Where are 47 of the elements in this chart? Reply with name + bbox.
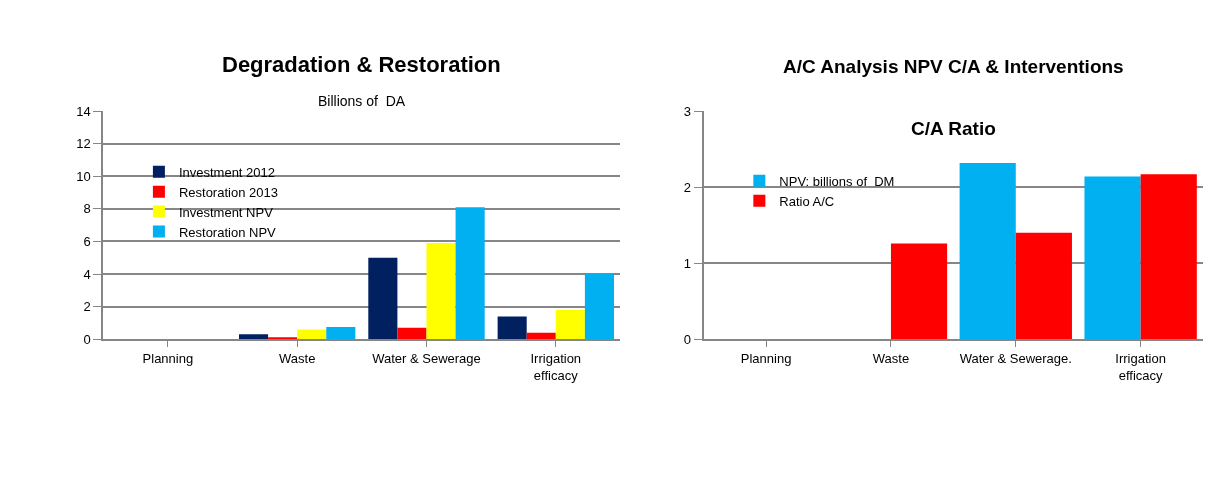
bar [1015, 232, 1072, 340]
bar [555, 309, 585, 340]
legend-label: NPV: billions of DM [779, 173, 895, 189]
chart-subtitle: Billions of DA [318, 93, 406, 109]
x-tick-label: Irrigation efficacy [530, 350, 582, 383]
bar [455, 207, 485, 340]
bar [297, 329, 327, 340]
y-tick-label: 4 [83, 266, 91, 282]
y-tick-label: 0 [83, 331, 91, 347]
x-tick-label: Irrigation efficacy [1115, 350, 1166, 383]
y-tick-label: 0 [683, 331, 692, 347]
bar [397, 327, 427, 340]
y-tick-label: 2 [683, 179, 692, 195]
y-tick-label: 10 [76, 168, 91, 184]
chart-title: Degradation & Restoration [222, 52, 501, 77]
bar [368, 257, 398, 340]
legend-label: Restoration NPV [178, 224, 277, 240]
y-tick-label: 2 [83, 299, 91, 315]
bar [326, 326, 356, 340]
x-tick-label: Planning [740, 350, 792, 366]
bar [239, 334, 269, 340]
bar [584, 274, 614, 340]
bar [497, 316, 527, 340]
bar [959, 162, 1016, 340]
x-tick-label: Waste [279, 350, 316, 366]
legend-label: Investment 2012 [178, 164, 276, 180]
y-tick-label: 12 [76, 136, 91, 152]
bar [426, 243, 456, 340]
legend-label: Restoration 2013 [178, 184, 278, 200]
y-tick-label: 14 [76, 103, 91, 119]
bar [268, 337, 298, 340]
legend-label: Investment NPV [178, 204, 274, 220]
y-tick-label: 6 [83, 234, 91, 250]
bar [1084, 176, 1141, 340]
legend-label: Ratio A/C [779, 193, 835, 209]
x-tick-label: Waste [872, 350, 910, 366]
bar [1140, 174, 1197, 340]
bar [526, 332, 556, 340]
y-tick-label: 1 [683, 255, 692, 271]
y-tick-label: 3 [683, 103, 692, 119]
chart-title: A/C Analysis NPV C/A & Interventions [783, 56, 1124, 77]
x-tick-label: Water & Sewerage [372, 350, 481, 366]
bar [890, 243, 948, 340]
chart-subtitle: C/A Ratio [911, 118, 996, 139]
x-tick-label: Water & Sewerage. [959, 350, 1072, 366]
y-tick-label: 8 [83, 201, 91, 217]
x-tick-label: Planning [142, 350, 194, 366]
